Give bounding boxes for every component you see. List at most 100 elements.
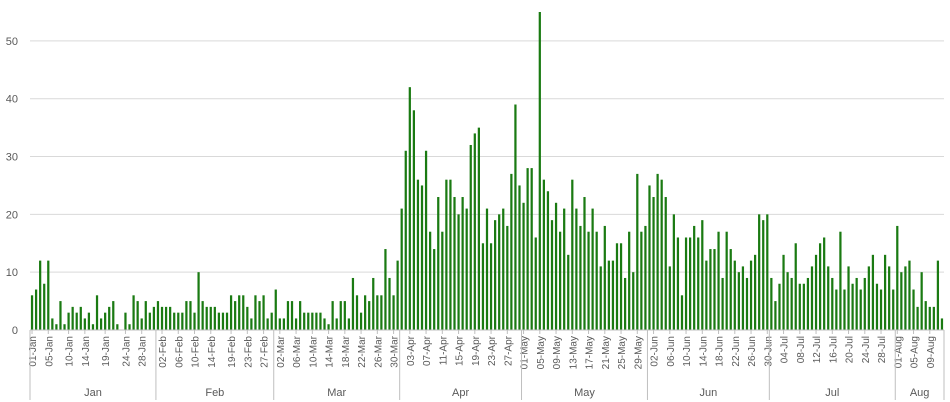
bar [794,243,797,330]
bar [603,225,606,330]
x-tick-label: 18-Jun [715,336,726,367]
x-tick-label: 22-Jun [731,336,742,367]
month-label: May [574,387,595,399]
x-tick-label: 18-Mar [341,335,352,367]
bar [721,277,724,330]
bar [437,197,440,330]
bar [400,208,403,330]
bar [595,231,598,330]
month-label: Feb [205,387,224,399]
x-tick-label: 06-Mar [292,335,303,367]
x-tick-label: 06-Feb [174,336,185,368]
x-tick-label: 14-Mar [325,335,336,367]
bar [364,295,367,330]
bar [416,179,420,330]
bar [189,301,192,330]
month-label: Mar [327,387,346,399]
bar [225,312,229,330]
bar [611,260,615,330]
bar [408,87,411,330]
bar [424,150,428,330]
bar [733,260,736,330]
bar [831,277,834,330]
bar [591,208,594,330]
bar [392,295,395,330]
bar [461,197,464,330]
bar [725,231,728,330]
bar [335,318,338,330]
y-tick-label: 20 [6,209,18,221]
bar [534,237,537,330]
x-tick-label: 21-May [601,336,612,369]
bar [266,318,269,330]
y-tick-label: 0 [12,325,18,337]
bar [47,260,50,330]
bar [258,301,261,330]
x-tick-label: 25-May [617,336,628,369]
bar [599,266,602,330]
bar [550,220,554,330]
bar [786,272,789,330]
x-tick-label: 01-Aug [893,336,904,368]
x-tick-label: 06-Jun [666,336,677,367]
bar [355,295,359,330]
bar [55,324,58,330]
bar [359,312,363,330]
bar [607,260,610,330]
bar [758,214,761,330]
bar [473,133,476,330]
bar [904,266,907,330]
bar [924,301,927,330]
bar [315,312,318,330]
bar [104,312,107,330]
bar [530,168,533,330]
bar [940,318,944,330]
x-tick-label: 28-Jan [138,336,149,367]
bar [380,295,383,330]
bar [741,266,745,330]
bar [43,283,46,330]
bar [132,295,135,330]
bar [871,254,875,330]
x-tick-label: 01-Jan [28,336,39,367]
x-tick-label: 30-Mar [390,335,401,367]
bar [34,289,38,330]
bar [542,179,545,330]
bar [693,225,696,330]
bar [388,277,391,330]
bar [128,324,131,330]
bar [140,318,143,330]
x-tick-label: 16-Jul [828,336,839,363]
y-tick-label: 30 [6,152,18,164]
bar [636,173,639,330]
bar [99,318,103,330]
bar [737,272,740,330]
bar [234,301,237,330]
x-tick-label: 19-Jan [101,336,112,367]
x-tick-label: 14-Jan [81,336,92,367]
bar [307,312,310,330]
bar [83,318,86,330]
x-tick-label: 09-May [552,336,563,369]
bar [116,324,119,330]
bar [827,266,830,330]
bar [705,260,708,330]
bar [628,231,631,330]
bar [546,191,550,330]
bar [30,295,34,330]
bar [680,295,684,330]
bar [502,208,505,330]
bar [465,208,468,330]
bar [229,295,233,330]
bar [347,318,351,330]
bar [278,318,281,330]
bar [63,324,66,330]
bar [798,283,801,330]
month-label: Jan [84,387,102,399]
bar [900,272,903,330]
x-tick-label: 14-Feb [207,336,218,368]
bar [575,208,578,330]
bar [749,260,753,330]
bar [343,301,346,330]
bar [697,237,700,330]
